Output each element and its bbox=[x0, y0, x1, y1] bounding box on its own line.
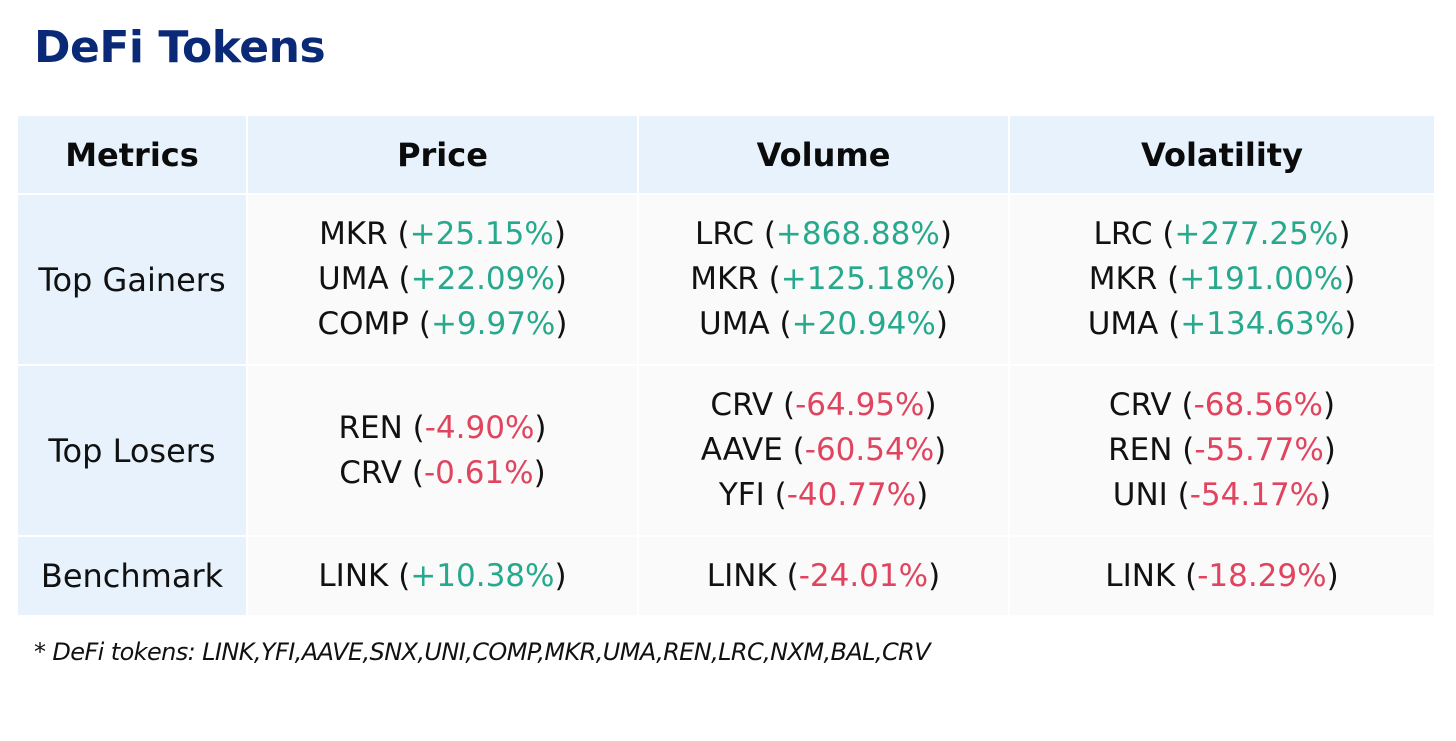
percent-change: +9.97% bbox=[430, 306, 556, 342]
token-symbol: CRV bbox=[710, 387, 774, 423]
percent-change: -18.29% bbox=[1197, 557, 1327, 594]
token-entry: MKR (+125.18%) bbox=[690, 261, 957, 297]
row-label-top-gainers: Top Gainers bbox=[18, 195, 248, 366]
token-symbol: MKR bbox=[690, 261, 759, 297]
cell-top-losers-price: REN (-4.90%) CRV (-0.61%) bbox=[248, 366, 639, 537]
token-entry: REN (-55.77%) bbox=[1108, 432, 1336, 468]
cell-top-losers-volume: CRV (-64.95%) AAVE (-60.54%) YFI (-40.77%) bbox=[639, 366, 1010, 537]
token-entry: UMA (+20.94%) bbox=[699, 306, 948, 342]
token-entry: LINK (+10.38%) bbox=[318, 557, 567, 594]
token-symbol: UMA bbox=[699, 306, 770, 342]
table-row-benchmark: Benchmark LINK (+10.38%) LINK (-24.01%) … bbox=[18, 537, 1434, 615]
token-entry: UNI (-54.17%) bbox=[1112, 477, 1332, 513]
percent-change: +277.25% bbox=[1174, 216, 1339, 252]
page-title: DeFi Tokens bbox=[34, 22, 326, 73]
token-entry: AAVE (-60.54%) bbox=[700, 432, 947, 468]
token-symbol: LRC bbox=[695, 216, 754, 252]
table-header-row: Metrics Price Volume Volatility bbox=[18, 116, 1434, 195]
token-symbol: REN bbox=[338, 409, 403, 446]
token-entry: LINK (-24.01%) bbox=[706, 557, 941, 594]
percent-change: +25.15% bbox=[409, 216, 554, 252]
token-symbol: CRV bbox=[339, 454, 402, 491]
token-entry: LRC (+277.25%) bbox=[1093, 216, 1351, 252]
cell-benchmark-price: LINK (+10.38%) bbox=[248, 537, 639, 615]
token-symbol: UMA bbox=[1087, 306, 1159, 342]
token-symbol: LINK bbox=[318, 557, 389, 594]
row-label-top-losers: Top Losers bbox=[18, 366, 248, 537]
token-entry: MKR (+191.00%) bbox=[1088, 261, 1356, 297]
token-entry: LINK (-18.29%) bbox=[1105, 557, 1339, 594]
cell-benchmark-volatility: LINK (-18.29%) bbox=[1010, 537, 1434, 615]
percent-change: +134.63% bbox=[1180, 306, 1345, 342]
percent-change: +20.94% bbox=[791, 306, 936, 342]
percent-change: -68.56% bbox=[1193, 387, 1323, 423]
cell-benchmark-volume: LINK (-24.01%) bbox=[639, 537, 1010, 615]
header-metrics: Metrics bbox=[18, 116, 248, 195]
percent-change: +22.09% bbox=[410, 261, 555, 297]
token-symbol: UMA bbox=[318, 261, 389, 297]
header-volatility: Volatility bbox=[1010, 116, 1434, 195]
header-volume: Volume bbox=[639, 116, 1010, 195]
token-entry: UMA (+22.09%) bbox=[318, 261, 567, 297]
token-symbol: MKR bbox=[319, 216, 388, 252]
token-symbol: YFI bbox=[718, 477, 765, 513]
footnote: * DeFi tokens: LINK,YFI,AAVE,SNX,UNI,COM… bbox=[34, 638, 931, 666]
token-symbol: CRV bbox=[1108, 387, 1172, 423]
percent-change: +191.00% bbox=[1179, 261, 1344, 297]
cell-top-losers-volatility: CRV (-68.56%) REN (-55.77%) UNI (-54.17%) bbox=[1010, 366, 1434, 537]
cell-top-gainers-volume: LRC (+868.88%) MKR (+125.18%) UMA (+20.94%… bbox=[639, 195, 1010, 366]
token-symbol: MKR bbox=[1088, 261, 1158, 297]
percent-change: +868.88% bbox=[775, 216, 940, 252]
token-entry: LRC (+868.88%) bbox=[695, 216, 952, 252]
token-entry: CRV (-0.61%) bbox=[339, 454, 546, 491]
cell-top-gainers-volatility: LRC (+277.25%) MKR (+191.00%) UMA (+134.63… bbox=[1010, 195, 1434, 366]
token-entry: CRV (-64.95%) bbox=[710, 387, 937, 423]
percent-change: -24.01% bbox=[798, 557, 929, 594]
percent-change: -64.95% bbox=[795, 387, 925, 423]
percent-change: -40.77% bbox=[786, 477, 917, 513]
percent-change: -4.90% bbox=[424, 409, 535, 446]
percent-change: -55.77% bbox=[1194, 432, 1324, 468]
token-symbol: REN bbox=[1108, 432, 1173, 468]
token-symbol: UNI bbox=[1112, 477, 1168, 513]
token-entry: REN (-4.90%) bbox=[338, 409, 547, 446]
table-row-top-gainers: Top Gainers MKR (+25.15%) UMA (+22.09%) CO… bbox=[18, 195, 1434, 366]
percent-change: +10.38% bbox=[410, 557, 555, 594]
percent-change: -0.61% bbox=[423, 454, 534, 491]
token-symbol: LRC bbox=[1093, 216, 1153, 252]
token-symbol: LINK bbox=[706, 557, 777, 594]
token-symbol: COMP bbox=[317, 306, 409, 342]
defi-metrics-table: Metrics Price Volume Volatility Top Gain… bbox=[18, 116, 1434, 615]
token-entry: UMA (+134.63%) bbox=[1087, 306, 1357, 342]
percent-change: +125.18% bbox=[780, 261, 945, 297]
row-label-benchmark: Benchmark bbox=[18, 537, 248, 615]
token-symbol: LINK bbox=[1105, 557, 1176, 594]
token-entry: CRV (-68.56%) bbox=[1108, 387, 1336, 423]
header-price: Price bbox=[248, 116, 639, 195]
token-entry: COMP (+9.97%) bbox=[317, 306, 568, 342]
percent-change: -60.54% bbox=[804, 432, 935, 468]
token-entry: MKR (+25.15%) bbox=[319, 216, 566, 252]
table-row-top-losers: Top Losers REN (-4.90%) CRV (-0.61%) CRV … bbox=[18, 366, 1434, 537]
token-symbol: AAVE bbox=[700, 432, 783, 468]
cell-top-gainers-price: MKR (+25.15%) UMA (+22.09%) COMP (+9.97%) bbox=[248, 195, 639, 366]
token-entry: YFI (-40.77%) bbox=[718, 477, 929, 513]
percent-change: -54.17% bbox=[1189, 477, 1320, 513]
